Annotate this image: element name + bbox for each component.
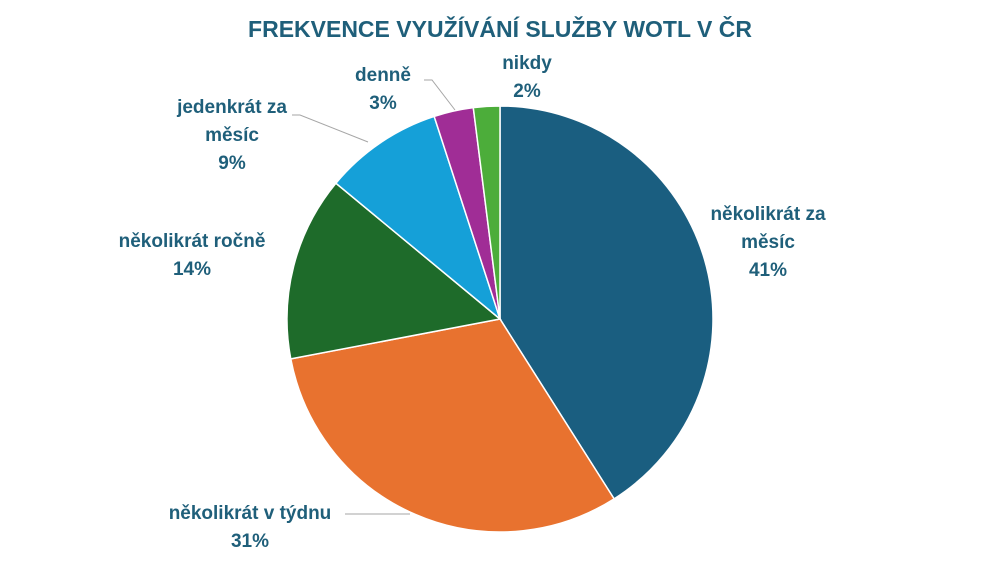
category-label: jedenkrát za měsíc	[177, 97, 287, 146]
data-label: několikrát za měsíc 41%	[693, 201, 843, 285]
leader-line	[292, 114, 369, 143]
value-label: 41%	[748, 260, 788, 281]
pie-slice	[472, 105, 501, 320]
pie-slice	[289, 318, 616, 533]
data-label: jedenkrát za měsíc 9%	[157, 94, 307, 178]
category-label: několikrát ročně	[118, 231, 266, 252]
category-label: několikrát za měsíc	[710, 204, 826, 253]
value-label: 31%	[230, 531, 270, 552]
data-label: denně 3%	[343, 62, 423, 118]
pie-slice	[499, 105, 714, 500]
value-label: 3%	[369, 93, 397, 114]
value-label: 9%	[218, 153, 246, 174]
value-label: 14%	[172, 259, 212, 280]
category-label: nikdy	[502, 53, 552, 74]
category-label: několikrát v týdnu	[168, 503, 332, 524]
category-label: denně	[355, 65, 411, 86]
pie-slice	[286, 182, 502, 360]
data-label: několikrát v týdnu 31%	[140, 500, 360, 556]
value-label: 2%	[513, 81, 541, 102]
leader-line	[424, 79, 456, 111]
data-label: nikdy 2%	[487, 50, 567, 106]
chart-title: FREKVENCE VYUŽÍVÁNÍ SLUŽBY WOTL V ČR	[248, 16, 752, 42]
data-label: několikrát ročně 14%	[92, 228, 292, 284]
pie-slice	[334, 115, 502, 322]
